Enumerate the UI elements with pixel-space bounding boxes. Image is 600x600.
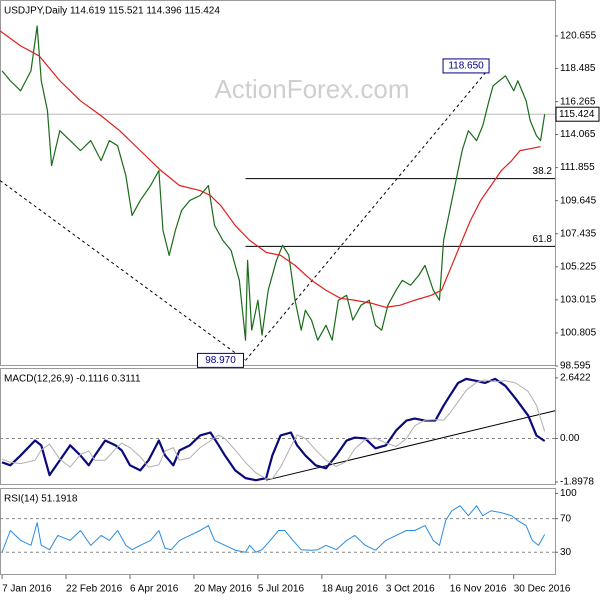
annotation-label: 118.650 bbox=[448, 61, 484, 72]
x-tick-label: 5 Jul 2016 bbox=[258, 584, 305, 595]
y-tick-label: 30 bbox=[560, 547, 572, 558]
last-price-box bbox=[555, 106, 600, 122]
y-tick-label: 0.00 bbox=[560, 433, 580, 444]
y-tick-label: 100.805 bbox=[560, 328, 597, 339]
macd-panel bbox=[0, 368, 556, 485]
y-tick-label: 103.015 bbox=[560, 295, 597, 306]
annotation-label: 98.970 bbox=[205, 355, 236, 366]
y-tick-label: 105.225 bbox=[560, 261, 597, 272]
watermark: ActionForex.com bbox=[214, 74, 409, 104]
y-tick-label: 111.855 bbox=[560, 162, 595, 173]
y-tick-label: 2.6422 bbox=[560, 373, 591, 384]
trendline bbox=[245, 65, 492, 361]
panel-title: USDJPY,Daily 114.619 115.521 114.396 115… bbox=[4, 6, 220, 17]
annotation-box bbox=[197, 352, 245, 368]
price-panel bbox=[0, 0, 556, 366]
y-tick-label: 109.645 bbox=[560, 195, 597, 206]
series-line bbox=[1, 505, 546, 553]
series-line bbox=[1, 377, 546, 482]
annotation-box bbox=[442, 58, 490, 74]
fib-label: 38.2 bbox=[533, 166, 553, 177]
x-tick-label: 18 Aug 2016 bbox=[322, 584, 379, 595]
trendline bbox=[0, 180, 246, 361]
last-price-label: 115.424 bbox=[559, 109, 595, 120]
x-tick-label: 6 Apr 2016 bbox=[130, 584, 179, 595]
x-tick-label: 7 Jan 2016 bbox=[2, 584, 52, 595]
series-line bbox=[1, 25, 546, 341]
y-tick-label: 118.485 bbox=[560, 63, 596, 74]
y-tick-label: 98.595 bbox=[560, 361, 591, 372]
y-tick-label: 107.435 bbox=[560, 228, 597, 239]
series-line bbox=[0, 30, 541, 308]
y-tick-label: 116.265 bbox=[560, 96, 596, 107]
x-tick-label: 30 Dec 2016 bbox=[514, 584, 571, 595]
y-tick-label: 120.655 bbox=[560, 31, 597, 42]
y-tick-label: 70 bbox=[560, 513, 572, 524]
panel-title: RSI(14) 51.1918 bbox=[4, 494, 78, 505]
series-line bbox=[1, 379, 546, 480]
y-tick-label: 100 bbox=[560, 488, 577, 499]
panel-title: MACD(12,26,9) -0.1116 0.3111 bbox=[4, 374, 141, 385]
x-tick-label: 3 Oct 2016 bbox=[386, 584, 435, 595]
x-tick-label: 16 Nov 2016 bbox=[450, 584, 507, 595]
trendline bbox=[266, 410, 556, 481]
y-tick-label: 114.065 bbox=[560, 129, 596, 140]
x-tick-label: 22 Feb 2016 bbox=[66, 584, 123, 595]
x-tick-label: 20 May 2016 bbox=[194, 584, 252, 595]
y-tick-label: -1.8978 bbox=[560, 477, 594, 488]
fib-label: 61.8 bbox=[533, 234, 553, 245]
